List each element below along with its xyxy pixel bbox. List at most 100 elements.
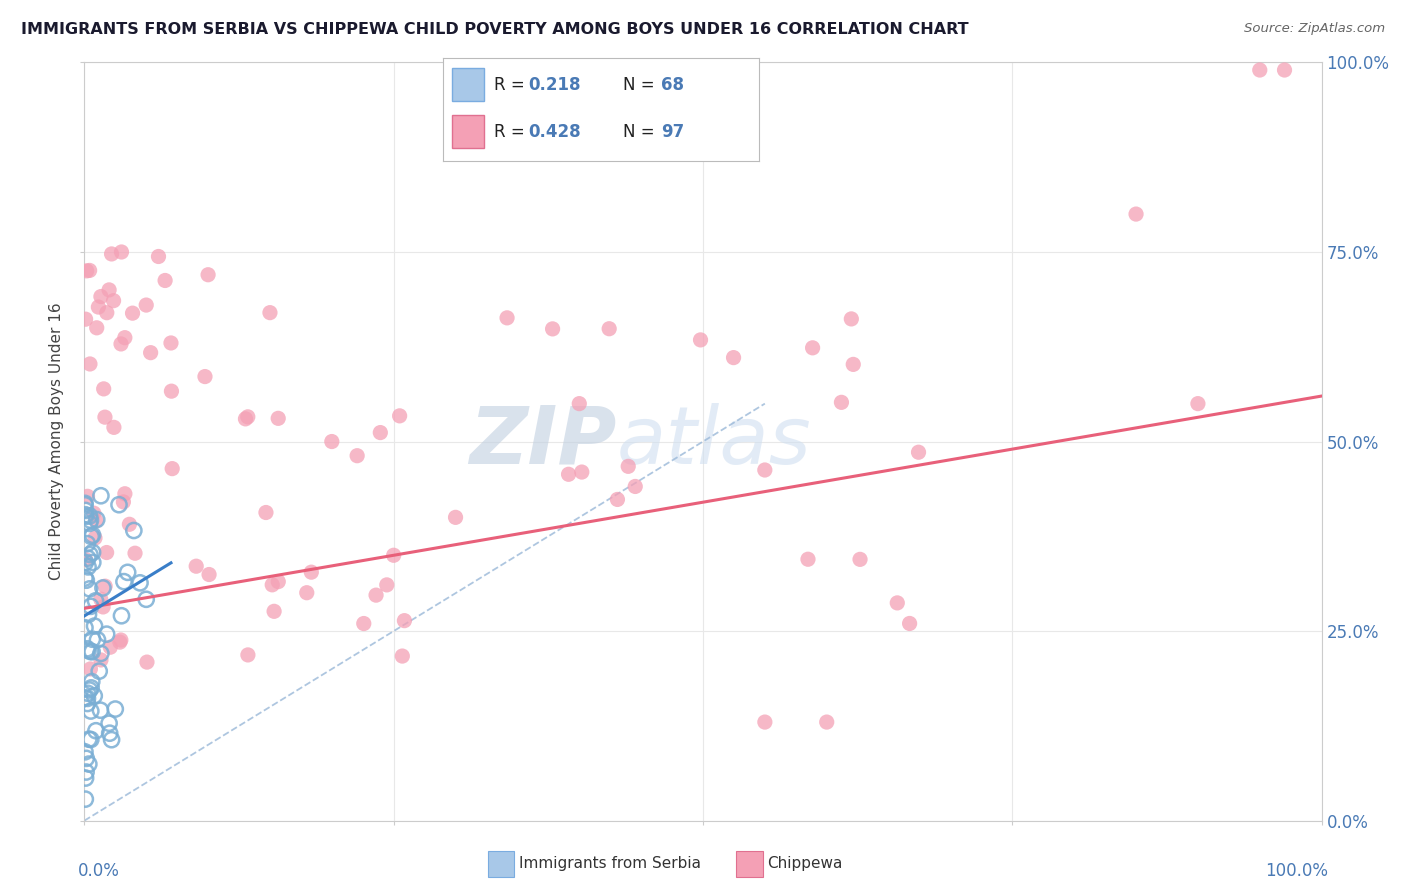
Point [80,732,103,747]
Point [186,559,208,574]
Point [79,513,101,527]
Point [79,263,101,277]
Point [77,757,100,772]
Point [118,517,141,532]
Point [91,599,114,614]
Point [94,410,117,425]
Point [568,396,591,410]
Point [75,552,97,566]
Point [236,648,259,662]
Point [83,689,105,703]
Point [103,420,125,434]
Point [79,516,101,531]
Point [75,508,97,522]
Point [76,686,98,700]
Point [75,751,97,765]
Point [801,341,824,355]
Point [254,506,277,520]
Point [886,596,908,610]
Point [82,528,104,542]
Point [267,411,290,425]
Point [267,574,290,589]
Point [75,509,97,524]
Point [815,715,838,730]
Point [90,289,112,303]
Point [117,566,139,580]
Point [388,409,411,423]
Point [73,498,96,512]
Text: N =: N = [623,76,659,94]
Text: 97: 97 [661,123,685,141]
Point [73,571,96,585]
Text: Immigrants from Serbia: Immigrants from Serbia [519,855,702,871]
Point [321,434,343,449]
Point [98,283,121,297]
Point [754,715,776,730]
Point [797,552,820,566]
Point [259,305,281,319]
Point [262,578,284,592]
Point [353,616,375,631]
Point [368,425,391,440]
Point [83,506,105,520]
Point [75,765,97,780]
Point [82,632,104,647]
Point [108,498,131,512]
Text: IMMIGRANTS FROM SERBIA VS CHIPPEWA CHILD POVERTY AMONG BOYS UNDER 16 CORRELATION: IMMIGRANTS FROM SERBIA VS CHIPPEWA CHILD… [21,22,969,37]
Point [79,644,101,658]
Bar [737,851,762,877]
Point [82,645,104,659]
Point [104,702,127,716]
Text: Chippewa: Chippewa [768,855,844,871]
Point [236,409,259,424]
Point [80,529,103,543]
Text: N =: N = [623,123,659,141]
Point [148,250,170,264]
Point [108,635,131,649]
Point [76,691,98,706]
Point [153,273,176,287]
Point [235,412,257,426]
Point [394,614,416,628]
Point [90,653,112,667]
Point [849,552,872,566]
Point [122,524,145,538]
Point [98,640,121,655]
Point [75,573,97,587]
Point [598,322,620,336]
Point [76,697,98,711]
Point [79,357,101,371]
Point [112,574,135,589]
Point [160,384,183,399]
Point [75,555,97,569]
Point [75,792,97,806]
Point [82,556,104,570]
Point [364,588,387,602]
Point [76,264,98,278]
Point [86,632,108,647]
Point [114,331,136,345]
Point [198,567,221,582]
Point [73,621,96,635]
Point [110,244,132,259]
Point [79,683,101,698]
Point [89,664,111,678]
Point [84,594,107,608]
Point [114,487,136,501]
Point [89,703,111,717]
Point [1125,207,1147,221]
Point [87,300,110,314]
Point [79,582,101,596]
Point [557,467,579,482]
Point [194,369,217,384]
Point [263,604,285,618]
Point [121,306,143,320]
Point [90,592,112,607]
Point [617,459,640,474]
Bar [453,115,484,148]
Point [689,333,711,347]
Text: 100.0%: 100.0% [1265,863,1327,880]
Point [79,548,101,562]
Bar [488,851,515,877]
Point [299,565,322,579]
